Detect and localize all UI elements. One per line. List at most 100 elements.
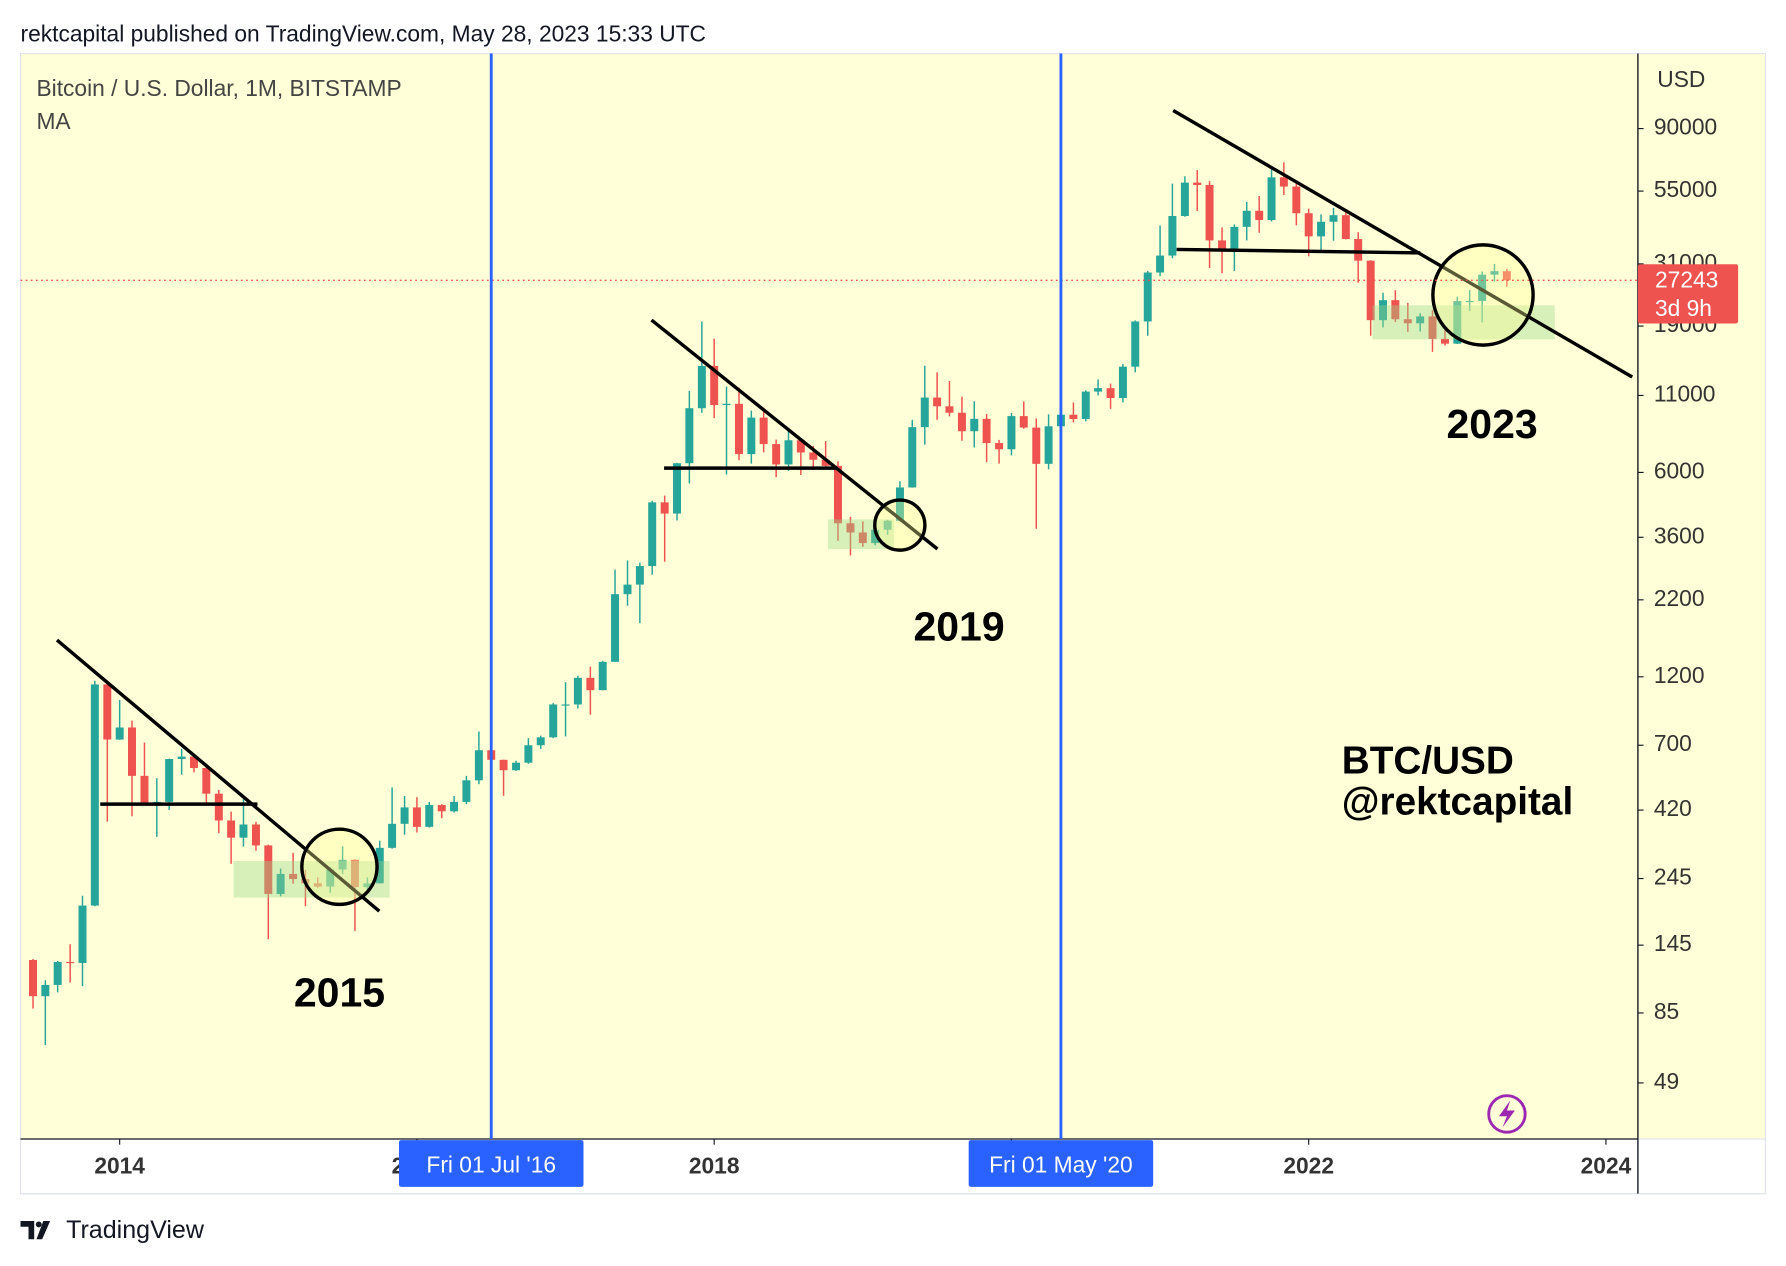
candle-body xyxy=(1156,255,1165,273)
candle-body xyxy=(1118,366,1127,399)
candle-body xyxy=(1007,416,1016,450)
candle-body xyxy=(1094,388,1103,392)
candle-body xyxy=(412,807,421,827)
candle-body xyxy=(908,427,917,488)
candle-body xyxy=(29,959,37,997)
y-tick-label: 49 xyxy=(1654,1068,1679,1094)
candle-body xyxy=(1168,216,1177,256)
footer-logo xyxy=(20,1221,51,1240)
candle-body xyxy=(858,532,867,544)
candle-body xyxy=(573,677,582,705)
candle-body xyxy=(586,677,595,691)
candle-body xyxy=(784,440,793,465)
footer: TradingView xyxy=(66,1216,205,1244)
last-price-box xyxy=(1637,264,1739,324)
annotation: 2023 xyxy=(1447,401,1538,447)
candle-body xyxy=(425,805,434,827)
y-tick-label: 1200 xyxy=(1654,662,1705,688)
crosshair-label-box xyxy=(968,1140,1154,1187)
candle-body xyxy=(1218,240,1227,249)
candle-body xyxy=(264,845,273,894)
candle-body xyxy=(214,793,223,821)
candle-body xyxy=(1193,182,1202,186)
breakout-circle xyxy=(300,827,379,907)
candle-body xyxy=(1044,426,1053,464)
candle-body xyxy=(400,807,409,824)
x-tick-label: 2014 xyxy=(94,1152,145,1178)
candle-body xyxy=(189,756,198,769)
candle-body xyxy=(1143,272,1152,322)
candle-body xyxy=(1069,414,1078,419)
candle-body xyxy=(536,737,545,746)
plot-background xyxy=(20,53,1766,1140)
y-tick-label: 6000 xyxy=(1654,457,1705,483)
candle-body xyxy=(1292,186,1301,214)
candle-body xyxy=(251,824,260,846)
candle-body xyxy=(1478,274,1487,301)
candle-body xyxy=(970,418,979,432)
candle-body xyxy=(895,487,904,521)
candle-body xyxy=(1416,316,1425,324)
annotation: @rektcapital xyxy=(1342,780,1573,823)
y-tick-label: 55000 xyxy=(1654,176,1717,202)
candle-body xyxy=(276,873,285,894)
candle-body xyxy=(227,820,236,838)
y-tick-label: 3600 xyxy=(1654,522,1705,548)
candle-body xyxy=(1440,338,1449,344)
candle-body xyxy=(375,847,384,884)
candles xyxy=(29,162,1511,1046)
candle-body xyxy=(289,873,298,880)
y-tick-label: 85 xyxy=(1654,998,1679,1024)
candle-body xyxy=(1230,226,1239,249)
candle-body xyxy=(1453,301,1462,344)
candle-body xyxy=(883,520,892,530)
y-tick-label: 420 xyxy=(1654,795,1692,821)
candle-body xyxy=(1032,427,1041,464)
candle-body xyxy=(326,869,335,887)
candle-body xyxy=(833,465,842,524)
candle-body xyxy=(549,704,558,738)
candle-body xyxy=(697,365,706,409)
candle-body xyxy=(809,452,818,460)
annotation: 2019 xyxy=(913,604,1004,650)
candle-body xyxy=(635,566,644,585)
candle-body xyxy=(772,444,781,465)
candle-body xyxy=(165,759,174,802)
candle-body xyxy=(1329,215,1338,222)
candle-body xyxy=(747,417,756,455)
candle-body xyxy=(561,704,570,706)
candle-body xyxy=(945,406,954,413)
candle-body xyxy=(1081,391,1090,419)
candle-body xyxy=(1502,271,1511,281)
candle-body xyxy=(1490,271,1499,275)
crosshair-label: Fri 01 Jul '16 xyxy=(426,1151,556,1177)
candle-body xyxy=(350,859,359,888)
candle-body xyxy=(735,403,743,455)
candle-body xyxy=(363,883,372,888)
candle-body xyxy=(90,684,99,906)
candle-body xyxy=(1465,300,1474,303)
candle-body xyxy=(1428,316,1437,339)
candle-body xyxy=(957,412,966,432)
candle-body xyxy=(1267,177,1276,221)
candle-body xyxy=(623,584,632,595)
y-tick-label: 2200 xyxy=(1654,585,1705,611)
horizontal-line xyxy=(1176,247,1421,255)
candle-body xyxy=(450,801,459,812)
candle-body xyxy=(1205,185,1214,241)
candle-body xyxy=(871,529,880,544)
candle-body xyxy=(933,397,942,407)
candle-body xyxy=(846,523,855,533)
candle-body xyxy=(53,961,62,985)
candle-body xyxy=(140,775,149,803)
replay-icon[interactable] xyxy=(1487,1094,1527,1134)
axis-unit: USD xyxy=(1657,66,1705,92)
candle-body xyxy=(722,403,731,406)
candle-body xyxy=(710,365,719,406)
header: rektcapital published on TradingView.com… xyxy=(21,20,706,46)
candle-body xyxy=(660,502,669,514)
annotation: BTC/USD xyxy=(1342,739,1514,782)
frame xyxy=(19,52,1767,1195)
candle-body xyxy=(313,883,322,887)
candle-body xyxy=(338,859,347,870)
